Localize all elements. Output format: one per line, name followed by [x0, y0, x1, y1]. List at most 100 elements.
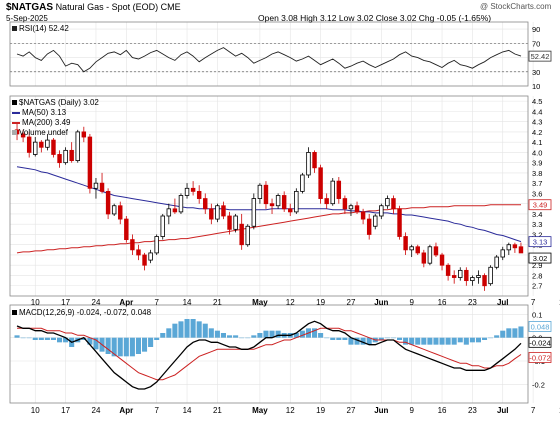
candlesticks — [14, 123, 524, 291]
macd-histogram-bar — [220, 333, 226, 338]
macd-histogram-bar — [506, 328, 512, 338]
candle-body — [196, 190, 202, 199]
close-value: 3.02 — [399, 13, 417, 23]
candle-body — [154, 236, 159, 254]
chart-header: $NATGAS Natural Gas - Spot (EOD) CME — [6, 2, 181, 13]
macd-histogram-bar — [378, 337, 384, 340]
macd-histogram-bar — [190, 319, 196, 338]
rsi-last-value: 52.42 — [531, 52, 550, 61]
candle-body — [336, 180, 342, 199]
candle-body — [166, 208, 172, 217]
macd-histogram-bar — [324, 337, 330, 339]
last-value-tags: 52.42 3.49 3.13 3.02 0.048 -0.024 -0.072 — [528, 50, 552, 363]
rsi-tick-label: 10 — [532, 82, 540, 91]
candle-body — [105, 190, 111, 215]
price-tick-label: 3.8 — [532, 169, 542, 178]
candle-body — [385, 198, 390, 207]
macd-histogram-bar — [427, 337, 433, 345]
candle-body — [421, 252, 427, 264]
x-tick-label: 14 — [183, 298, 192, 307]
candle-body — [415, 246, 420, 254]
price-tick-label: 2.8 — [532, 271, 542, 280]
x-tick-label: Apr — [119, 406, 133, 415]
candle-body — [20, 133, 26, 138]
macd-histogram-bar — [135, 337, 141, 354]
macd-histogram-bar — [239, 337, 245, 339]
high-value: 3.12 — [319, 13, 337, 23]
x-tick-label: Jun — [374, 298, 388, 307]
candle-body — [63, 149, 68, 164]
candle-body — [263, 184, 269, 205]
x-tick-label: 19 — [316, 406, 325, 415]
x-tick-label: 17 — [61, 406, 70, 415]
open-value: 3.08 — [281, 13, 298, 23]
x-tick-label: 19 — [316, 298, 325, 307]
macd-histogram-bar — [463, 337, 469, 345]
candle-body — [482, 275, 487, 287]
candle-body — [488, 266, 493, 285]
price-tick-label: 4.2 — [532, 128, 542, 137]
candle-body — [439, 254, 445, 266]
x-tick-label: 16 — [438, 298, 447, 307]
macd-histogram-bar — [299, 330, 305, 338]
macd-histogram-bar — [451, 337, 457, 345]
candle-body — [111, 205, 117, 215]
macd-histogram-bar — [482, 337, 488, 340]
price-tick-label: 3.9 — [532, 159, 542, 168]
price-tick-label: 4.0 — [532, 148, 542, 157]
macd-last-value: -0.024 — [529, 338, 550, 347]
candle-body — [233, 215, 238, 230]
candle-body — [257, 184, 263, 199]
candle-body — [130, 239, 135, 251]
x-tick-label: 14 — [183, 406, 192, 415]
candle-body — [348, 205, 354, 210]
candle-body — [269, 203, 275, 207]
candle-body — [57, 154, 62, 164]
candle-body — [433, 246, 439, 256]
candle-body — [245, 225, 250, 246]
candle-body — [330, 180, 335, 205]
macd-histogram-bar — [348, 337, 354, 345]
x-tick-label: May — [252, 298, 268, 307]
macd-histogram-bar — [403, 337, 409, 345]
macd-histogram-bar — [512, 328, 518, 338]
x-tick-label: 12 — [286, 298, 295, 307]
candle-body — [445, 264, 451, 276]
candle-body — [281, 195, 287, 210]
candle-body — [87, 136, 93, 189]
ma200-last-value: 3.49 — [533, 201, 548, 210]
macd-histogram-bar — [433, 337, 439, 345]
macd-histogram-bar — [318, 333, 324, 338]
macd-histogram-bar — [457, 337, 463, 343]
candle-body — [227, 215, 232, 230]
macd-histogram-bar — [208, 328, 214, 338]
macd-histogram-bar — [312, 328, 318, 338]
candle-body — [178, 195, 184, 213]
x-tick-label: Jul — [497, 406, 509, 415]
candle-body — [136, 249, 141, 256]
candle-body — [275, 195, 281, 207]
x-tick-label: 10 — [31, 298, 40, 307]
candle-body — [45, 139, 50, 148]
macd-histogram-bar — [63, 337, 69, 343]
low-value: 3.02 — [356, 13, 374, 23]
macd-histogram-bar — [233, 335, 239, 338]
candle-body — [391, 198, 396, 210]
price-tick-label: 3.6 — [532, 189, 542, 198]
macd-histogram-bar — [93, 337, 99, 350]
macd-histogram-bar — [397, 337, 403, 340]
macd-histogram-bar — [354, 337, 360, 345]
macd-hist-last-value-box — [528, 321, 552, 332]
macd-histogram-bar — [172, 323, 178, 338]
candle-body — [506, 244, 512, 251]
rsi-legend: RSI(14) 52.42 — [12, 24, 69, 34]
macd-histogram-bar — [421, 337, 427, 345]
candle-body — [215, 205, 220, 220]
x-tick-label: 21 — [213, 406, 222, 415]
x-tick-label: 16 — [438, 406, 447, 415]
macd-histogram-bar — [445, 337, 451, 345]
candle-body — [251, 198, 257, 227]
x-tick-label: 12 — [286, 406, 295, 415]
chart-date: 5-Sep-2025 — [6, 14, 48, 23]
macd-histogram-bar — [81, 337, 87, 340]
